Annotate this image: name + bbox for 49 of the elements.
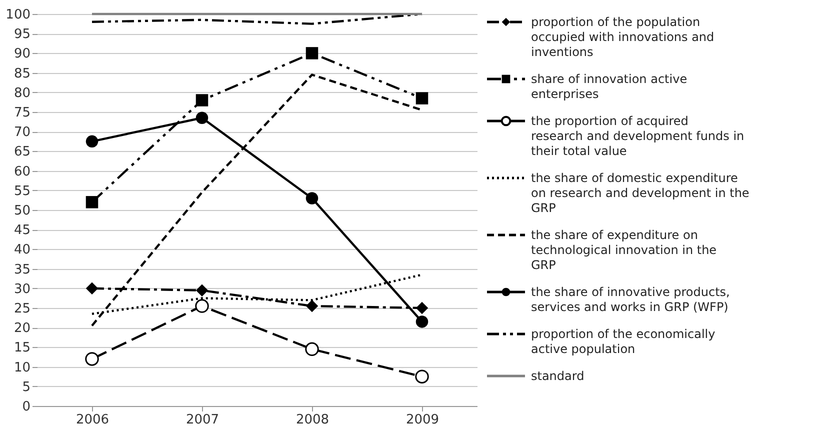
y-tick-label: 30 bbox=[14, 282, 30, 297]
point bbox=[196, 112, 208, 124]
y-tick-label: 25 bbox=[14, 302, 30, 316]
x-tick-label: 2008 bbox=[296, 412, 330, 428]
y-tick-label: 75 bbox=[14, 106, 30, 120]
y-tick-label: 100 bbox=[6, 8, 30, 22]
y-tick-label: 40 bbox=[14, 242, 30, 258]
x-tick-label: 2006 bbox=[76, 412, 110, 428]
y-tick-label: 60 bbox=[14, 164, 30, 180]
point bbox=[86, 282, 98, 295]
point bbox=[196, 284, 208, 296]
point bbox=[196, 94, 208, 106]
legend-label: the proportion of acquired research and development funds in their total value bbox=[531, 114, 744, 158]
legend-label: share of innovation active enterprises bbox=[531, 72, 688, 101]
point bbox=[86, 135, 98, 148]
y-tick-label: 35 bbox=[14, 262, 30, 278]
y-tick-label: 45 bbox=[14, 223, 30, 238]
point bbox=[306, 300, 318, 312]
y-tick-label: 85 bbox=[14, 66, 30, 82]
point bbox=[85, 352, 99, 366]
x-tick-label: 2007 bbox=[186, 412, 220, 428]
point bbox=[195, 299, 209, 313]
point bbox=[416, 316, 428, 328]
point bbox=[306, 192, 318, 204]
y-tick-label: 5 bbox=[22, 380, 30, 395]
point bbox=[415, 370, 429, 384]
y-tick-label: 50 bbox=[14, 204, 30, 218]
point bbox=[416, 92, 428, 104]
y-tick-label: 15 bbox=[14, 340, 30, 356]
legend-label: the share of innovative products, services and works in GRP (WFP) bbox=[531, 285, 730, 314]
y-tick-label: 90 bbox=[14, 46, 30, 62]
y-tick-label: 55 bbox=[14, 184, 30, 199]
legend-label: the share of domestic expenditure on research and development in the GRP bbox=[531, 171, 750, 215]
legend-label: proportion of the economically active population bbox=[531, 327, 716, 356]
legend-label: proportion of the population occupied with innovations and inventions bbox=[531, 15, 714, 59]
point bbox=[86, 196, 98, 208]
y-tick-label: 95 bbox=[14, 27, 30, 42]
y-tick-label: 80 bbox=[14, 86, 30, 101]
point bbox=[305, 342, 319, 356]
y-tick-label: 20 bbox=[14, 321, 30, 336]
legend-label: standard bbox=[531, 369, 584, 383]
y-tick-label: 10 bbox=[14, 360, 30, 376]
y-tick-label: 70 bbox=[14, 125, 30, 140]
y-tick-label: 0 bbox=[22, 400, 30, 414]
point bbox=[306, 47, 318, 60]
x-tick-label: 2009 bbox=[406, 412, 440, 428]
point bbox=[416, 302, 428, 314]
legend-label: the share of expenditure on technological innovation in the GRP bbox=[531, 228, 717, 272]
y-tick-label: 65 bbox=[14, 144, 30, 160]
